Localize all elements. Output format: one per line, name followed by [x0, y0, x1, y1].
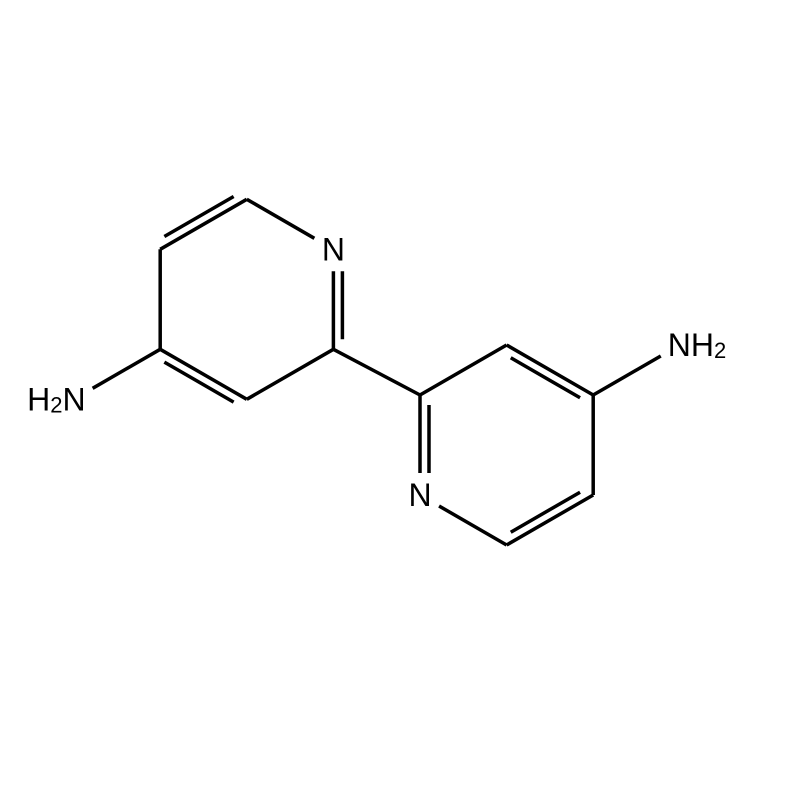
molecule-diagram: N NH2 N H2N — [0, 0, 800, 800]
atom-label-n: N — [408, 477, 431, 513]
atom-label-nh2: NH2 — [668, 327, 726, 363]
atom-label-nh2: H2N — [27, 381, 85, 417]
atom-label-n: N — [322, 231, 345, 267]
bond-layer — [93, 197, 661, 545]
